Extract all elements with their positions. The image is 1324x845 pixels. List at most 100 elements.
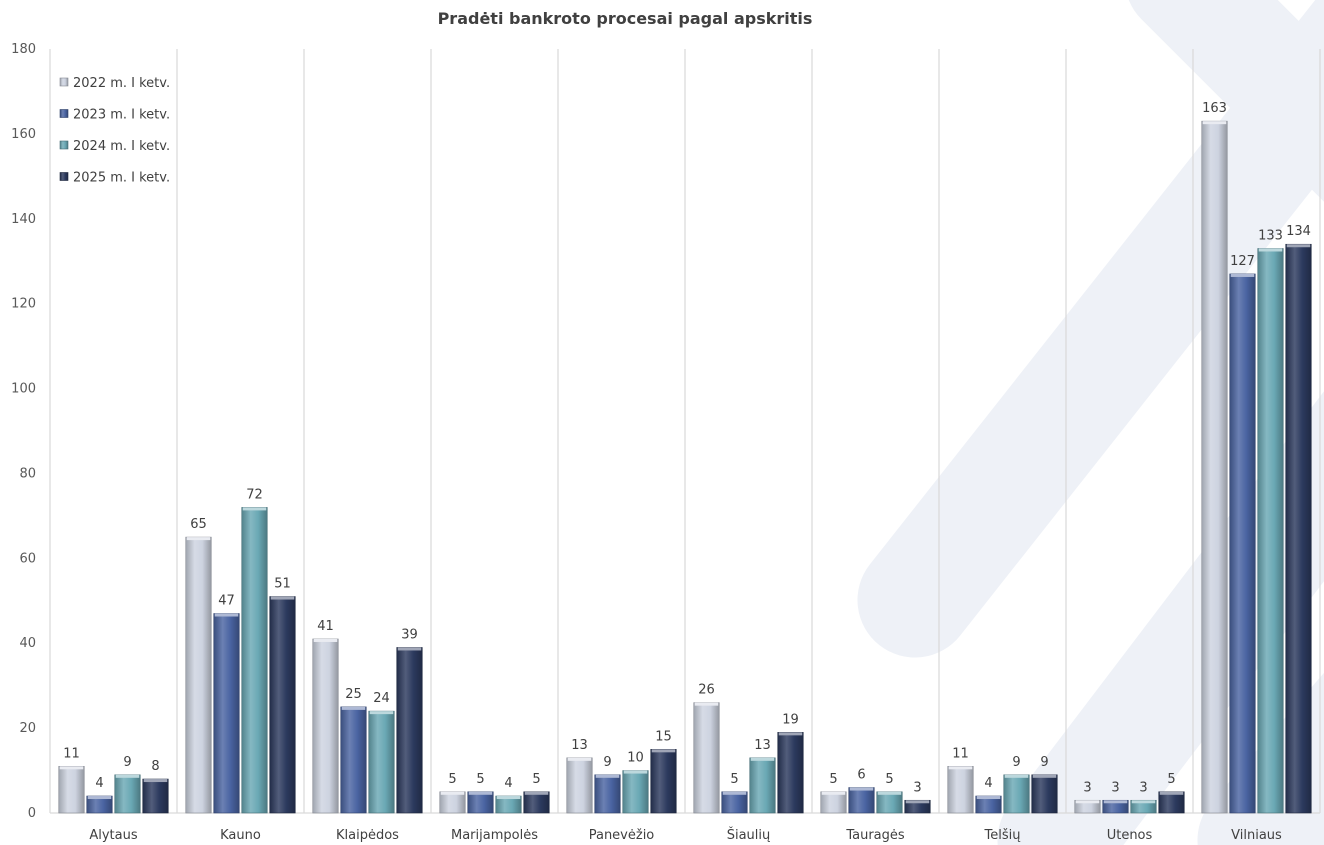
bar xyxy=(820,791,847,814)
bar xyxy=(312,638,339,814)
bar-top-highlight xyxy=(524,791,549,795)
bar-top-highlight xyxy=(722,791,747,795)
bar-top-highlight xyxy=(1004,774,1029,778)
bar-top-highlight xyxy=(143,779,168,783)
bar xyxy=(947,766,974,814)
x-axis: Alytaus Kauno Klaipėdos Marijampolės Panevėž… xyxy=(89,827,1282,843)
data-label: 9 xyxy=(123,755,131,770)
bar-top-highlight xyxy=(1159,791,1184,795)
x-tick-label: Telšių xyxy=(984,828,1021,843)
data-label: 5 xyxy=(885,772,893,787)
bar-top-highlight xyxy=(87,796,112,800)
bar xyxy=(269,596,296,814)
x-tick-label: Utenos xyxy=(1107,828,1153,843)
bar-top-highlight xyxy=(1075,800,1100,804)
bar-top-highlight xyxy=(242,507,267,511)
bar xyxy=(439,791,466,814)
y-tick-label: 160 xyxy=(11,127,36,142)
data-label: 72 xyxy=(246,487,263,502)
data-label: 5 xyxy=(829,772,837,787)
bar-top-highlight xyxy=(821,791,846,795)
bar-series xyxy=(58,120,1312,814)
chart-title: Pradėti bankroto procesai pagal apskriti… xyxy=(438,9,813,28)
data-label: 3 xyxy=(1139,780,1147,795)
data-label: 51 xyxy=(274,577,291,592)
bar-top-highlight xyxy=(750,757,775,761)
data-label: 47 xyxy=(218,594,235,609)
bar-top-highlight xyxy=(341,706,366,710)
legend-swatch xyxy=(59,172,69,181)
bar-top-highlight xyxy=(313,638,338,642)
data-label: 25 xyxy=(345,687,362,702)
bar-top-highlight xyxy=(1103,800,1128,804)
bar xyxy=(1257,248,1284,814)
data-label: 26 xyxy=(698,683,715,698)
bar xyxy=(650,749,677,814)
bar-top-highlight xyxy=(1202,121,1227,125)
y-tick-label: 60 xyxy=(19,551,36,566)
legend-swatch xyxy=(59,77,69,87)
bar-top-highlight xyxy=(567,757,592,761)
data-label: 5 xyxy=(1167,772,1175,787)
data-label: 9 xyxy=(603,755,611,770)
data-label: 163 xyxy=(1202,101,1227,116)
bar xyxy=(142,778,169,814)
data-label: 5 xyxy=(476,772,484,787)
bar xyxy=(340,706,367,814)
bar-top-highlight xyxy=(440,791,465,795)
bar xyxy=(523,791,550,814)
data-label: 4 xyxy=(984,776,992,791)
x-tick-label: Klaipėdos xyxy=(336,828,399,843)
bar xyxy=(1031,774,1058,814)
bar-top-highlight xyxy=(1131,800,1156,804)
data-label: 6 xyxy=(857,768,865,783)
x-tick-label: Panevėžio xyxy=(589,828,655,843)
bar xyxy=(594,774,621,814)
bar-top-highlight xyxy=(595,774,620,778)
bar xyxy=(213,613,240,814)
bar-top-highlight xyxy=(397,647,422,651)
bar-top-highlight xyxy=(694,702,719,706)
legend: 2022 m. I ketv. 2023 m. I ketv. 2024 m. I … xyxy=(59,76,170,186)
bar xyxy=(1229,273,1256,814)
data-label: 4 xyxy=(504,776,512,791)
legend-label: 2025 m. I ketv. xyxy=(73,171,170,186)
bar xyxy=(1285,243,1312,814)
data-label: 24 xyxy=(373,691,390,706)
legend-label: 2024 m. I ketv. xyxy=(73,139,170,154)
bar-top-highlight xyxy=(1286,244,1311,248)
data-label: 9 xyxy=(1012,755,1020,770)
bar-top-highlight xyxy=(651,749,676,753)
x-tick-label: Vilniaus xyxy=(1231,828,1282,843)
data-label: 134 xyxy=(1286,224,1311,239)
bar-top-highlight xyxy=(270,596,295,600)
x-tick-label: Šiaulių xyxy=(727,827,771,843)
data-label: 11 xyxy=(63,746,80,761)
bar-top-highlight xyxy=(115,774,140,778)
data-label: 3 xyxy=(1111,780,1119,795)
legend-label: 2022 m. I ketv. xyxy=(73,76,170,91)
bar-top-highlight xyxy=(468,791,493,795)
bar-top-highlight xyxy=(214,613,239,617)
y-tick-label: 20 xyxy=(19,721,36,736)
legend-label: 2023 m. I ketv. xyxy=(73,108,170,123)
x-tick-label: Marijampolės xyxy=(451,828,538,843)
data-label: 15 xyxy=(655,729,672,744)
bar xyxy=(114,774,141,814)
legend-swatch xyxy=(59,109,69,118)
bar xyxy=(368,710,395,814)
bar-top-highlight xyxy=(186,537,211,541)
y-tick-label: 80 xyxy=(19,466,36,481)
bar-top-highlight xyxy=(778,732,803,736)
bar xyxy=(1003,774,1030,814)
bar xyxy=(622,770,649,814)
y-tick-label: 0 xyxy=(28,806,36,821)
bar xyxy=(396,647,423,814)
bar-top-highlight xyxy=(1230,273,1255,277)
x-tick-label: Alytaus xyxy=(89,828,138,843)
data-label: 5 xyxy=(730,772,738,787)
bar xyxy=(566,757,593,814)
bar xyxy=(876,791,903,814)
bar xyxy=(241,507,268,814)
